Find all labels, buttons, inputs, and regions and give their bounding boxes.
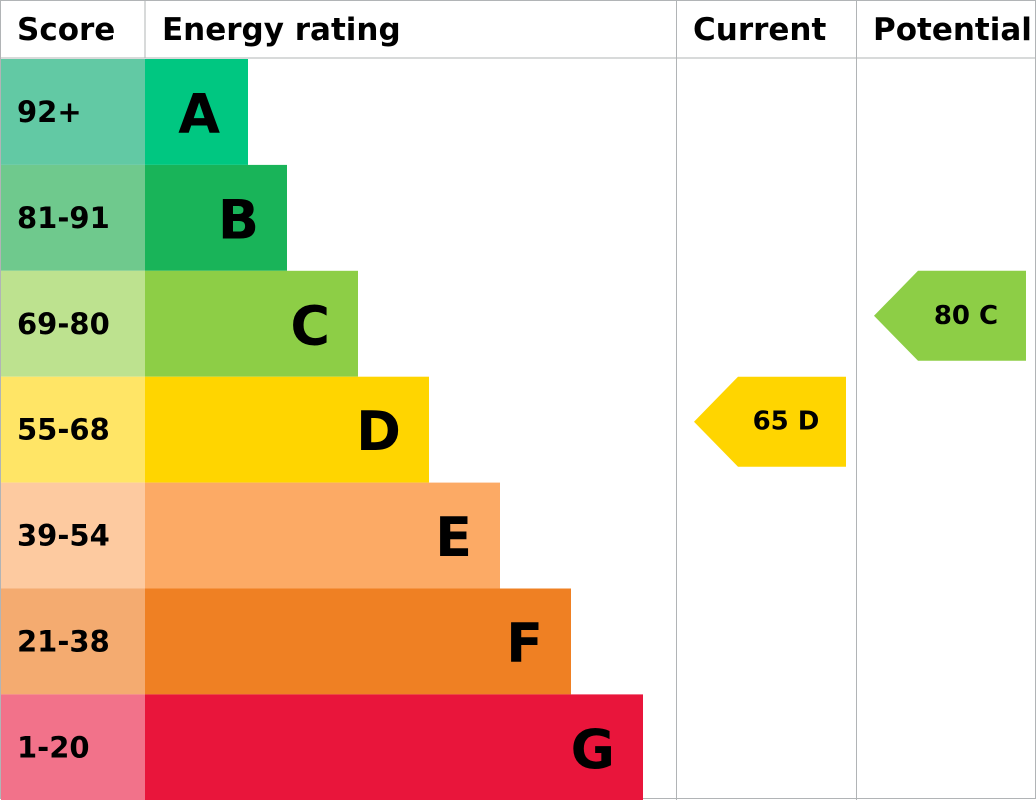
score-label: 81-91	[17, 201, 110, 235]
header-score: Score	[17, 12, 115, 48]
score-cell	[1, 164, 145, 271]
score-label: 55-68	[17, 413, 110, 447]
score-cell	[1, 59, 145, 165]
header-potential: Potential	[873, 12, 1032, 48]
score-label: 21-38	[17, 624, 110, 658]
score-cell	[1, 588, 145, 695]
rating-bar	[145, 59, 248, 165]
rating-bar	[145, 694, 643, 800]
rating-letter: F	[506, 612, 543, 675]
score-cell	[1, 482, 145, 589]
header-current: Current	[693, 12, 826, 48]
rating-bar	[145, 482, 500, 589]
header-rating: Energy rating	[162, 12, 401, 48]
rating-letter: G	[571, 718, 615, 781]
rating-bar	[145, 588, 571, 695]
score-cell	[1, 376, 145, 483]
potential-arrow	[874, 270, 1026, 361]
potential-label: 80 C	[934, 301, 998, 331]
score-label: 39-54	[17, 519, 110, 553]
rating-bar	[145, 164, 287, 271]
score-cell	[1, 694, 145, 800]
current-label: 65 D	[753, 407, 820, 437]
score-label: 1-20	[17, 730, 90, 764]
rating-letter: E	[435, 506, 472, 569]
rating-bar	[145, 270, 358, 377]
score-label: 92+	[17, 95, 82, 129]
score-label: 69-80	[17, 307, 110, 341]
rating-letter: D	[356, 400, 401, 463]
rating-letter: B	[218, 188, 259, 251]
rating-bar	[145, 376, 429, 483]
current-arrow	[694, 376, 846, 467]
score-cell	[1, 270, 145, 377]
rating-letter: C	[290, 294, 330, 357]
rating-letter: A	[178, 82, 220, 145]
